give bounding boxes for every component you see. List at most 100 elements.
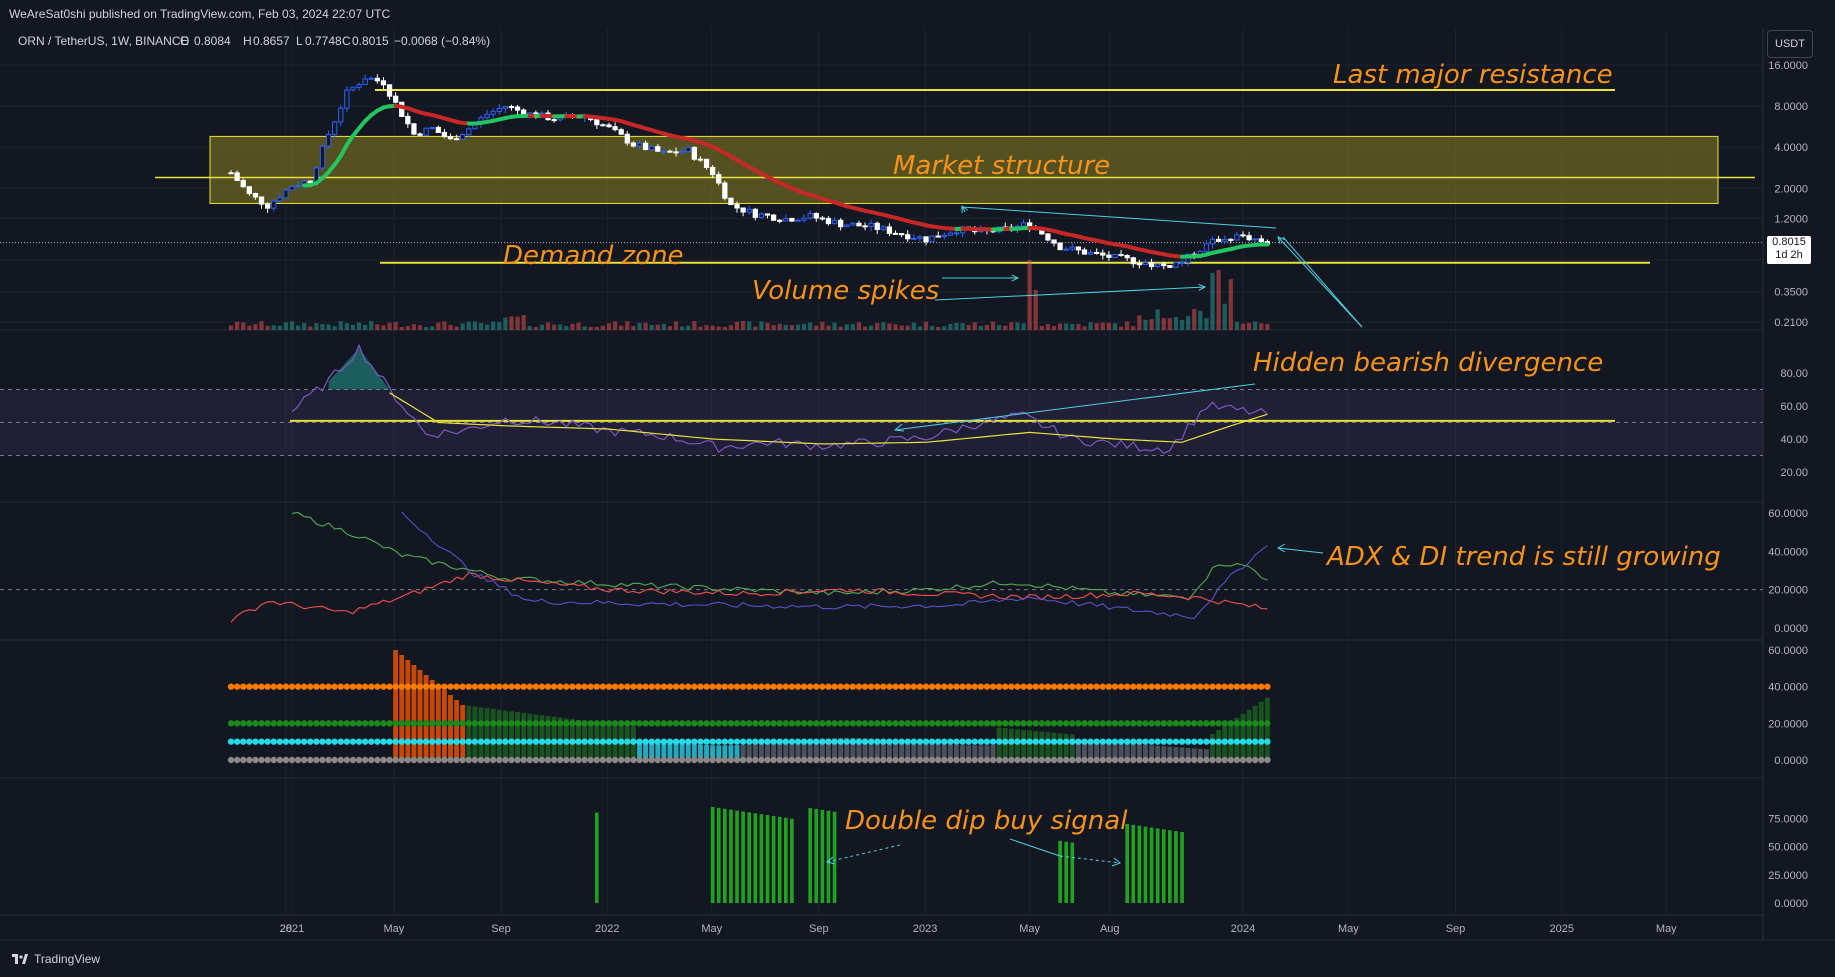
histogram-level-dot bbox=[788, 738, 796, 745]
volume-bar bbox=[594, 326, 599, 330]
histogram-level-dot bbox=[995, 738, 1003, 745]
rsi-pane[interactable] bbox=[0, 343, 1763, 456]
candle-body bbox=[734, 204, 740, 209]
volume-bar bbox=[235, 321, 240, 330]
volume-bar bbox=[1143, 319, 1148, 330]
plus-di-line bbox=[291, 511, 1268, 601]
candle-body bbox=[460, 134, 466, 140]
histogram-level-dot bbox=[496, 738, 503, 745]
currency-button[interactable]: USDT bbox=[1767, 30, 1813, 58]
signal-arrow-2-dash bbox=[1059, 855, 1121, 864]
brand-logo[interactable]: TradingView bbox=[12, 952, 100, 966]
histogram-level-dot bbox=[471, 683, 479, 690]
histogram-level-dot bbox=[258, 738, 265, 745]
histogram-level-dot bbox=[227, 720, 235, 727]
candle-body bbox=[710, 166, 716, 176]
histogram-bar bbox=[880, 739, 886, 760]
volume-bar bbox=[856, 322, 862, 330]
last-price-label: 0.8015 1d 2h bbox=[1767, 236, 1811, 264]
histogram-level-dot bbox=[843, 720, 850, 727]
histogram-level-dot bbox=[313, 683, 320, 690]
volume-bar bbox=[869, 325, 874, 330]
histogram-level-dot bbox=[1123, 756, 1131, 764]
candle-body bbox=[246, 186, 252, 194]
signal-bar bbox=[1070, 842, 1075, 903]
histogram-bar bbox=[515, 712, 520, 760]
histogram-level-dot bbox=[361, 720, 369, 727]
candle-body bbox=[423, 127, 429, 136]
histogram-bar bbox=[935, 743, 941, 760]
volume-bar bbox=[1137, 315, 1142, 330]
double-dip-pane[interactable] bbox=[594, 806, 1184, 903]
histogram-level-dot bbox=[825, 756, 832, 764]
candle-body bbox=[1094, 251, 1100, 254]
histogram-level-dot bbox=[563, 756, 570, 764]
candle-body bbox=[1222, 238, 1228, 242]
histogram-level-dot bbox=[300, 738, 308, 745]
adx-histogram-pane[interactable] bbox=[227, 650, 1271, 764]
histogram-bar bbox=[978, 745, 984, 760]
histogram-bar bbox=[533, 714, 539, 760]
histogram-bar bbox=[819, 738, 825, 760]
histogram-level-dot bbox=[331, 683, 338, 690]
histogram-level-dot bbox=[1154, 756, 1161, 764]
histogram-level-dot bbox=[776, 738, 783, 745]
candle-body bbox=[283, 189, 289, 199]
volume-bar bbox=[637, 322, 642, 330]
histogram-level-dot bbox=[648, 683, 655, 690]
candle-body bbox=[770, 214, 777, 221]
histogram-level-dot bbox=[1044, 720, 1052, 727]
histogram-level-dot bbox=[739, 756, 747, 764]
adx-di-pane[interactable] bbox=[0, 511, 1763, 623]
histogram-level-dot bbox=[404, 756, 412, 764]
histogram-level-dot bbox=[343, 738, 351, 745]
histogram-level-dot bbox=[611, 720, 619, 727]
candle-body bbox=[764, 213, 771, 216]
histogram-level-dot bbox=[770, 720, 777, 727]
time-tick-label: May bbox=[1656, 923, 1677, 935]
histogram-level-dot bbox=[861, 683, 869, 690]
volume-bar bbox=[966, 325, 971, 330]
histogram-level-dot bbox=[514, 683, 521, 690]
histogram-level-dot bbox=[648, 720, 655, 727]
histogram-level-dot bbox=[483, 756, 491, 764]
histogram-level-dot bbox=[1166, 738, 1174, 745]
adx-tick-label: 40.0000 bbox=[1768, 546, 1808, 558]
volume-arrow-1-head bbox=[1011, 274, 1020, 282]
histogram-level-dot bbox=[1191, 683, 1198, 690]
histogram-level-dot bbox=[508, 738, 515, 745]
volume-bar bbox=[667, 326, 673, 330]
histogram-level-dot bbox=[685, 756, 692, 764]
histogram-level-dot bbox=[782, 720, 789, 727]
histogram-level-dot bbox=[642, 738, 649, 745]
volume-bar bbox=[527, 325, 532, 330]
time-tick-label: Sep bbox=[1446, 923, 1466, 935]
histogram-bar bbox=[411, 665, 417, 760]
histogram-bar bbox=[990, 745, 996, 760]
histogram-level-dot bbox=[1087, 720, 1094, 727]
volume-bar bbox=[832, 322, 837, 330]
histogram-level-dot bbox=[886, 720, 893, 727]
histogram-level-dot bbox=[849, 738, 857, 745]
histogram-level-dot bbox=[374, 720, 381, 727]
histogram-level-dot bbox=[703, 756, 710, 764]
histogram-level-dot bbox=[1038, 683, 1046, 690]
histogram-level-dot bbox=[1075, 738, 1082, 745]
histogram-level-dot bbox=[849, 720, 857, 727]
histogram-level-dot bbox=[489, 738, 497, 745]
histogram-level-dot bbox=[636, 756, 643, 764]
histogram-level-dot bbox=[1245, 720, 1253, 727]
histogram-level-dot bbox=[1105, 720, 1113, 727]
histogram-level-dot bbox=[1002, 756, 1009, 764]
histogram-level-dot bbox=[355, 683, 363, 690]
volume-bar bbox=[241, 322, 246, 330]
price-pane[interactable] bbox=[0, 74, 1763, 330]
volume-bar bbox=[923, 321, 929, 330]
histogram-level-dot bbox=[581, 738, 588, 745]
candle-body bbox=[1106, 254, 1112, 258]
annotation-demand: Demand zone bbox=[503, 241, 684, 271]
candle-body bbox=[758, 213, 765, 218]
histogram-level-dot bbox=[361, 738, 369, 745]
